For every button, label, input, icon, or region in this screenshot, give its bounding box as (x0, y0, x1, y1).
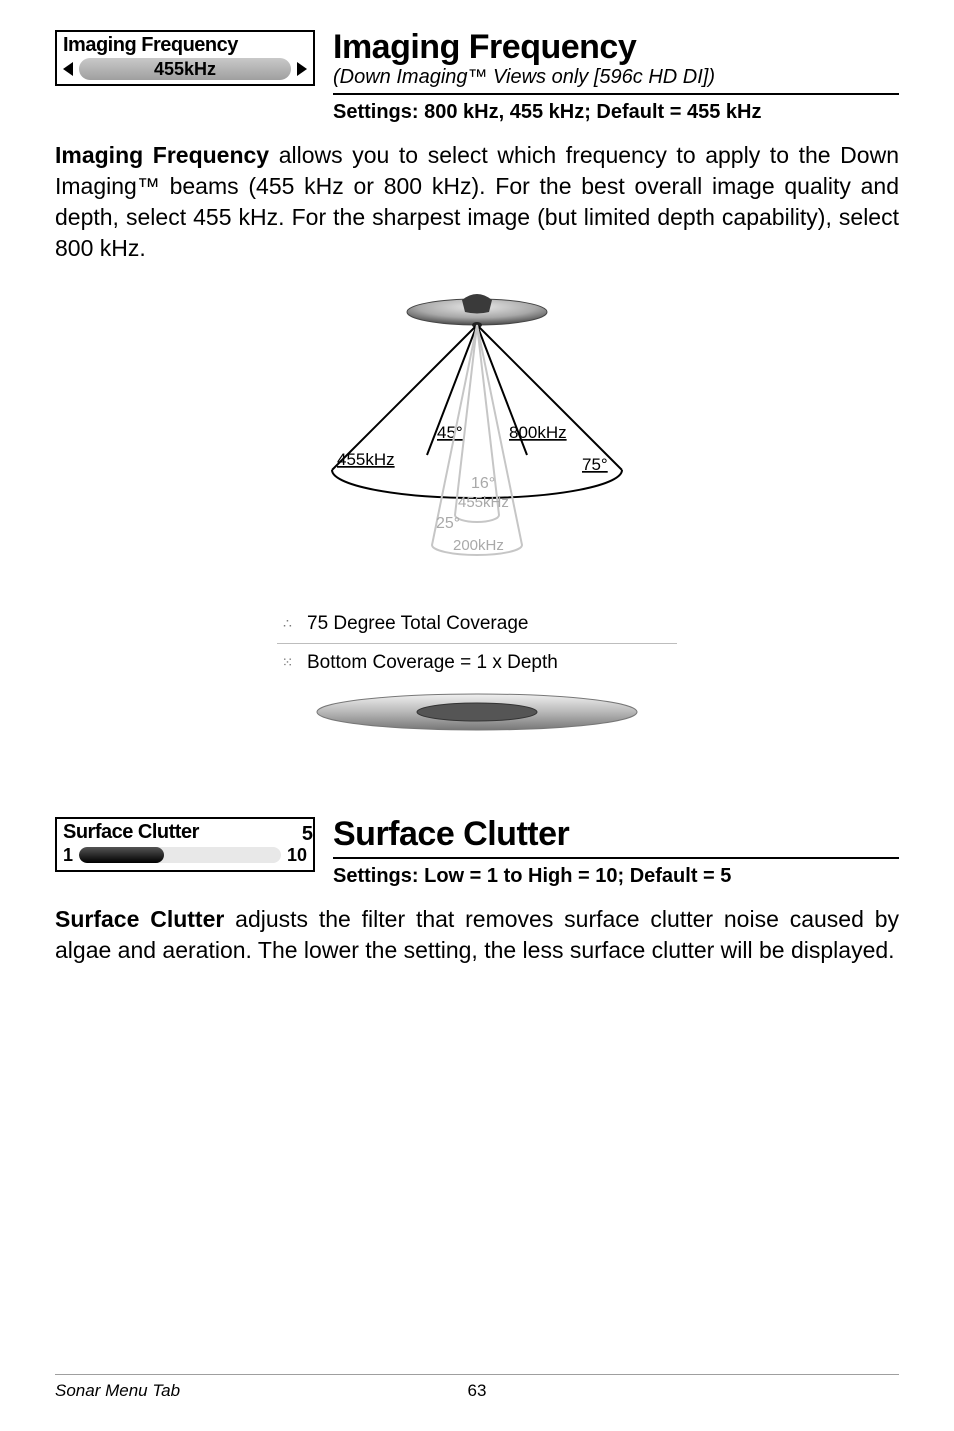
bottom-ellipse-svg (277, 682, 677, 742)
bottom-ellipse-inner (417, 703, 537, 721)
coverage-row-1: ∴ 75 Degree Total Coverage (277, 613, 677, 635)
section1-body-bold: Imaging Frequency (55, 142, 269, 168)
lcd-slider-row: 1 10 5 (63, 845, 307, 866)
arrow-left-icon (63, 62, 73, 76)
lcd-slider-fill (79, 847, 164, 863)
lcd-title-2: Surface Clutter (63, 821, 307, 843)
beam-diagram-svg: 455kHz 45° 800kHz 75° 16° 455kHz 25° 200… (277, 290, 677, 600)
inner-bottom-label: 200kHz (453, 537, 504, 554)
inner-top-angle: 16° (471, 475, 495, 492)
beam-diagram-wrap: 455kHz 45° 800kHz 75° 16° 455kHz 25° 200… (55, 290, 899, 747)
slider-value-label: 5 (302, 823, 313, 846)
boat-icon (407, 294, 547, 328)
lcd-title: Imaging Frequency (63, 34, 307, 56)
lcd-value: 455kHz (154, 59, 216, 80)
outer-left-label: 455kHz (337, 450, 395, 469)
section2-body-bold: Surface Clutter (55, 906, 224, 932)
inner-bottom-angle: 25° (436, 515, 460, 532)
outer-cone-lines (332, 325, 622, 470)
section1-body: Imaging Frequency allows you to select w… (55, 140, 899, 264)
arrow-right-icon (297, 62, 307, 76)
section2-heading: Surface Clutter (333, 817, 899, 853)
lcd-slider (79, 847, 281, 863)
section2-settings: Settings: Low = 1 to High = 10; Default … (333, 865, 899, 888)
footer-page-number: 63 (55, 1381, 899, 1401)
coverage-divider (277, 643, 677, 644)
lcd-value-box: 455kHz (79, 58, 291, 80)
coverage-text-2: Bottom Coverage = 1 x Depth (307, 652, 558, 674)
header-text-block-2: Surface Clutter Settings: Low = 1 to Hig… (333, 817, 899, 888)
section1-header: Imaging Frequency 455kHz Imaging Frequen… (55, 30, 899, 124)
inner-top-label: 455kHz (458, 494, 509, 511)
section1-heading: Imaging Frequency (333, 30, 899, 66)
lcd-selector-row: 455kHz (63, 58, 307, 80)
divider-2 (333, 857, 899, 859)
coverage-text-1: 75 Degree Total Coverage (307, 613, 528, 635)
section2-header: Surface Clutter 1 10 5 Surface Clutter S… (55, 817, 899, 888)
slider-min: 1 (63, 845, 73, 866)
lcd-box-surface-clutter: Surface Clutter 1 10 5 (55, 817, 315, 872)
outer-right-angle: 75° (582, 455, 608, 474)
lcd-box-imaging-frequency: Imaging Frequency 455kHz (55, 30, 315, 86)
dots-icon-dense: ⁙ (277, 654, 299, 671)
dots-icon-sparse: ∴ (277, 615, 299, 632)
slider-max: 10 (287, 845, 307, 866)
outer-left-angle: 45° (437, 423, 463, 442)
section2-body: Surface Clutter adjusts the filter that … (55, 904, 899, 966)
section1-settings: Settings: 800 kHz, 455 kHz; Default = 45… (333, 101, 899, 124)
section1-subheading: (Down Imaging™ Views only [596c HD DI]) (333, 66, 899, 89)
coverage-row-2: ⁙ Bottom Coverage = 1 x Depth (277, 652, 677, 674)
divider (333, 93, 899, 95)
page-footer: Sonar Menu Tab 63 (55, 1374, 899, 1401)
header-text-block: Imaging Frequency (Down Imaging™ Views o… (333, 30, 899, 124)
beam-diagram: 455kHz 45° 800kHz 75° 16° 455kHz 25° 200… (277, 290, 677, 747)
outer-right-label: 800kHz (509, 423, 567, 442)
